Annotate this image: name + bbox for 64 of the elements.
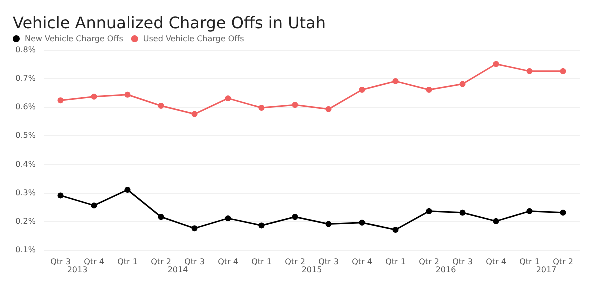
x-tick-label: Qtr 4 [218, 258, 238, 266]
point [124, 187, 131, 193]
point [258, 105, 265, 111]
x-tick-label: Qtr 2 [419, 258, 440, 266]
y-tick-label: 0.4% [16, 160, 36, 169]
point [192, 226, 198, 232]
legend-label: Used Vehicle Charge Offs [143, 34, 244, 44]
x-tick-label: Qtr 3 [318, 258, 339, 266]
point [359, 87, 366, 93]
text: 2016 [436, 266, 456, 274]
x-tick-label: Qtr 4 [486, 258, 506, 266]
y-tick-label: 0.5% [16, 131, 36, 140]
x-tick-label: Qtr 1 [118, 258, 138, 266]
point [493, 218, 500, 224]
text: 2014 [168, 266, 188, 274]
x-tick-label: Qtr 2 [151, 258, 172, 266]
point [192, 111, 198, 118]
y-tick-label: 0.8% [16, 46, 36, 54]
point [91, 94, 98, 100]
point [326, 106, 332, 112]
point [292, 102, 298, 108]
point [560, 210, 566, 216]
point [292, 214, 298, 220]
point [526, 68, 533, 74]
y-tick-label: 0.2% [16, 216, 36, 226]
point [392, 227, 399, 233]
point [326, 221, 332, 228]
point [460, 210, 466, 216]
y-tick-label: 0.1% [16, 246, 36, 254]
point [560, 68, 566, 74]
point [91, 202, 98, 209]
text: 2015 [302, 266, 322, 274]
point [493, 61, 500, 68]
point [58, 192, 64, 199]
x-tick-label: Qtr 2 [285, 258, 306, 266]
point [426, 87, 432, 93]
x-tick-label: Qtr 3 [50, 258, 71, 266]
point [124, 92, 131, 98]
point [392, 78, 399, 84]
point [225, 216, 232, 222]
legend-label: New Vehicle Charge Offs [25, 34, 124, 44]
x-tick-label: Qtr 1 [520, 258, 540, 266]
point [158, 103, 164, 109]
x-tick-label: Qtr 4 [84, 258, 104, 266]
y-tick-label: 0.6% [16, 102, 36, 112]
x-tick-label: Qtr 1 [252, 258, 272, 266]
point [426, 208, 432, 214]
x-tick-label: Qtr 3 [184, 258, 205, 266]
point [158, 214, 164, 220]
text: 2017 [536, 266, 557, 274]
x-tick-label: Qtr 3 [452, 258, 473, 266]
point [225, 96, 232, 102]
point [526, 208, 533, 214]
chart-title: Vehicle Annualized Charge Offs in Utah [13, 14, 326, 32]
point [258, 222, 265, 229]
text: 2013 [67, 266, 88, 274]
point [460, 81, 466, 88]
x-tick-label: Qtr 1 [386, 258, 406, 266]
x-tick-label: Qtr 2 [553, 258, 574, 266]
point [58, 98, 64, 104]
point [359, 220, 366, 226]
x-tick-label: Qtr 4 [352, 258, 372, 266]
y-tick-label: 0.3% [16, 188, 36, 198]
y-tick-label: 0.7% [16, 74, 36, 84]
